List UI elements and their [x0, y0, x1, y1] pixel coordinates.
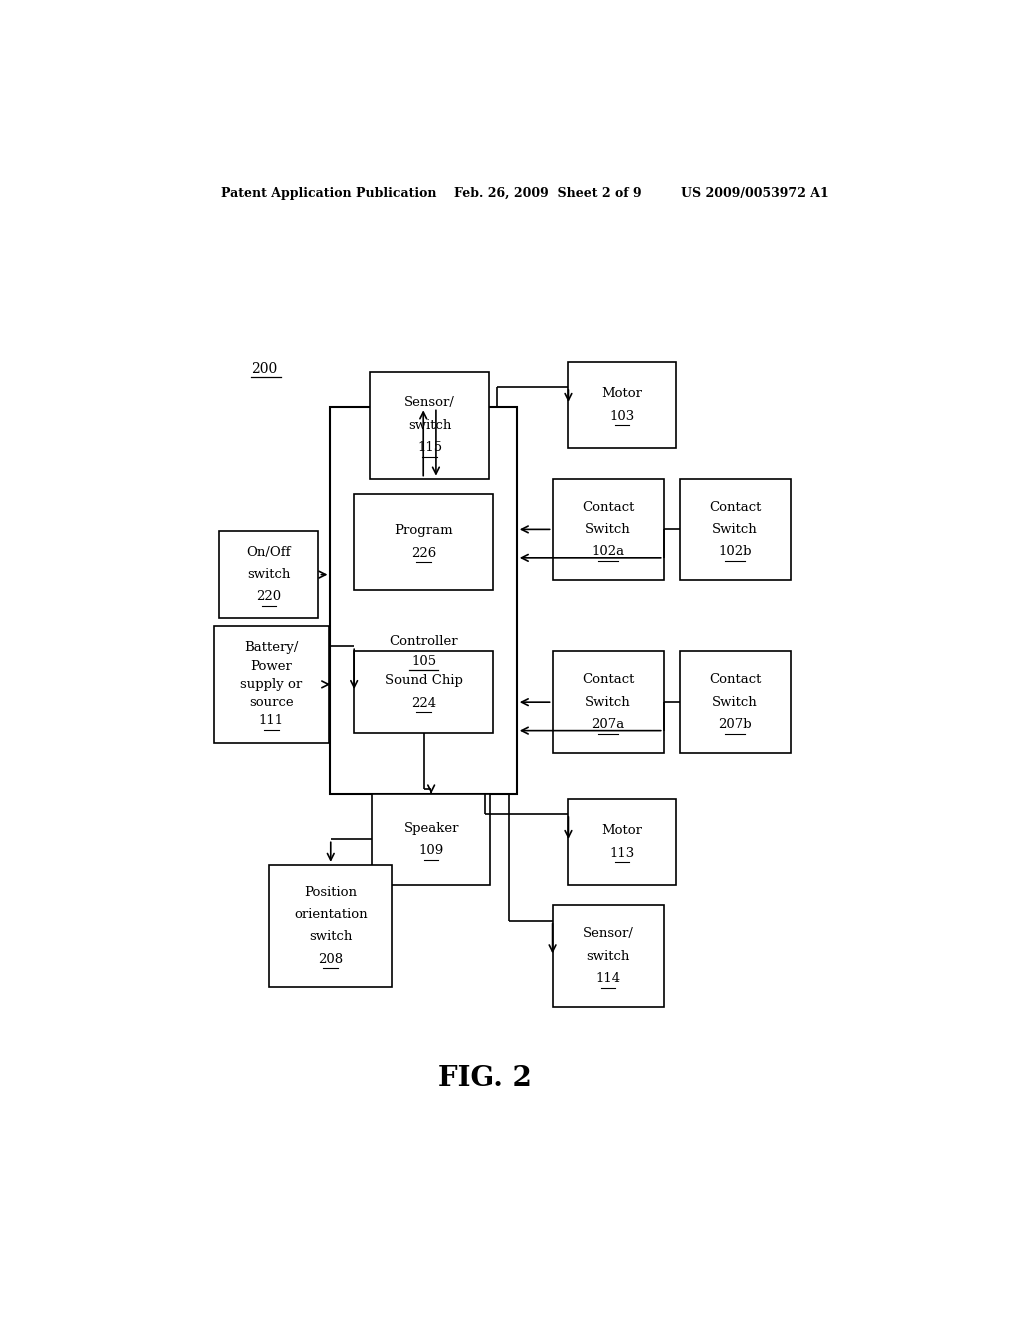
Text: Program: Program — [394, 524, 453, 537]
FancyBboxPatch shape — [219, 532, 318, 618]
Text: supply or: supply or — [240, 678, 302, 690]
FancyBboxPatch shape — [354, 494, 494, 590]
FancyBboxPatch shape — [373, 793, 489, 886]
Text: On/Off: On/Off — [247, 545, 291, 558]
FancyBboxPatch shape — [568, 799, 676, 886]
FancyBboxPatch shape — [680, 479, 791, 581]
Text: 224: 224 — [411, 697, 436, 710]
Text: FIG. 2: FIG. 2 — [438, 1065, 532, 1092]
Text: source: source — [249, 696, 294, 709]
Text: Controller: Controller — [389, 635, 458, 648]
Text: switch: switch — [247, 568, 291, 581]
Text: 200: 200 — [251, 362, 278, 376]
Text: Switch: Switch — [586, 523, 631, 536]
Text: 102a: 102a — [592, 545, 625, 558]
Text: 115: 115 — [417, 441, 442, 454]
FancyBboxPatch shape — [354, 651, 494, 733]
FancyBboxPatch shape — [553, 906, 664, 1007]
Text: 207a: 207a — [592, 718, 625, 731]
FancyBboxPatch shape — [370, 372, 489, 479]
FancyBboxPatch shape — [331, 408, 517, 793]
Text: Contact: Contact — [582, 673, 634, 686]
Text: orientation: orientation — [294, 908, 368, 921]
FancyBboxPatch shape — [269, 865, 392, 987]
Text: Sound Chip: Sound Chip — [385, 675, 463, 688]
Text: Contact: Contact — [582, 500, 634, 513]
Text: Sensor/: Sensor/ — [583, 928, 634, 940]
Text: 226: 226 — [411, 546, 436, 560]
Text: switch: switch — [408, 418, 452, 432]
Text: Battery/: Battery/ — [244, 642, 298, 655]
Text: 207b: 207b — [718, 718, 752, 731]
Text: Contact: Contact — [709, 500, 761, 513]
Text: Motor: Motor — [601, 824, 642, 837]
Text: 103: 103 — [609, 409, 635, 422]
Text: 220: 220 — [256, 590, 282, 603]
FancyBboxPatch shape — [680, 651, 791, 752]
Text: 102b: 102b — [719, 545, 752, 558]
Text: 111: 111 — [259, 714, 284, 727]
Text: 105: 105 — [411, 655, 436, 668]
Text: Switch: Switch — [713, 696, 758, 709]
Text: switch: switch — [587, 950, 630, 962]
Text: switch: switch — [309, 931, 352, 944]
Text: 113: 113 — [609, 846, 635, 859]
FancyBboxPatch shape — [568, 362, 676, 447]
Text: Contact: Contact — [709, 673, 761, 686]
FancyBboxPatch shape — [214, 626, 329, 743]
Text: 208: 208 — [318, 953, 343, 966]
FancyBboxPatch shape — [553, 651, 664, 752]
Text: Motor: Motor — [601, 387, 642, 400]
Text: Speaker: Speaker — [403, 822, 459, 834]
Text: Switch: Switch — [586, 696, 631, 709]
FancyBboxPatch shape — [553, 479, 664, 581]
Text: Position: Position — [304, 886, 357, 899]
Text: Sensor/: Sensor/ — [404, 396, 455, 409]
Text: 114: 114 — [596, 972, 621, 985]
Text: Switch: Switch — [713, 523, 758, 536]
Text: Patent Application Publication    Feb. 26, 2009  Sheet 2 of 9         US 2009/00: Patent Application Publication Feb. 26, … — [221, 187, 828, 201]
Text: 109: 109 — [419, 843, 443, 857]
Text: Power: Power — [250, 660, 292, 673]
